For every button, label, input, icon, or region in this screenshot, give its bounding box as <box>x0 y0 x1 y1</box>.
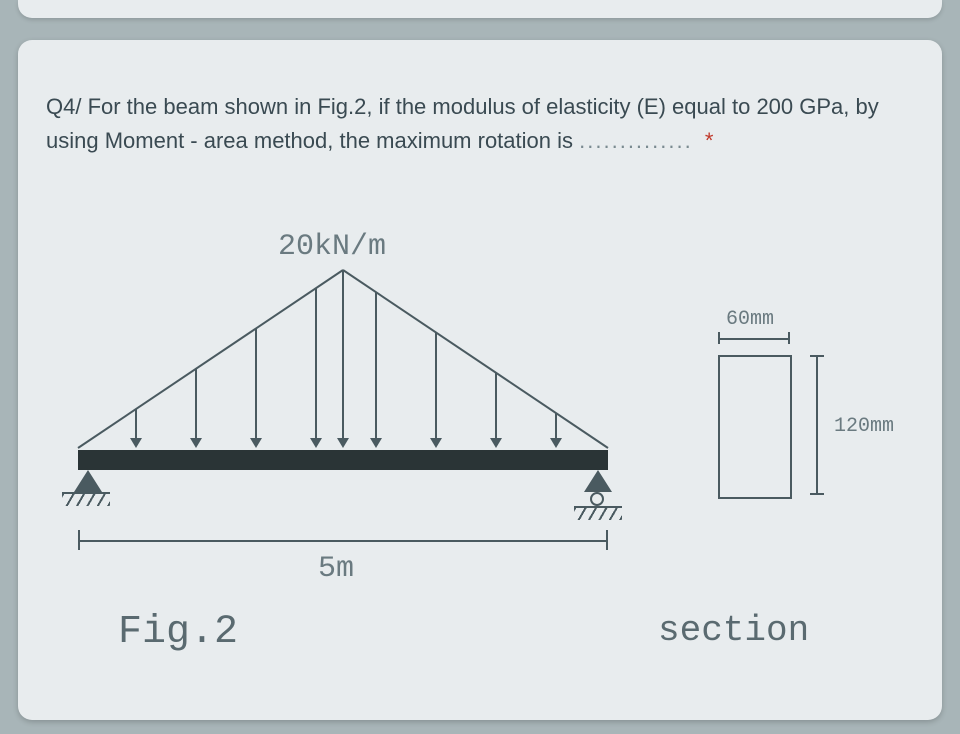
question-text: Q4/ For the beam shown in Fig.2, if the … <box>46 90 916 158</box>
left-pin-support <box>74 470 102 492</box>
question-prefix: Q4/ For the beam shown in Fig.2, if the … <box>46 94 879 153</box>
right-ground-hatch <box>574 506 622 508</box>
diagram-stage: 20kN/m 5m Fig.2 60mm <box>78 240 898 670</box>
section-rect <box>718 355 792 499</box>
span-dim-line <box>78 540 608 542</box>
span-label: 5m <box>318 552 354 586</box>
card-sliver <box>18 0 942 18</box>
beam <box>78 450 608 470</box>
required-asterisk: * <box>705 128 714 153</box>
answer-blank: .............. <box>579 128 693 153</box>
roller-circle <box>590 492 604 506</box>
section-height-label: 120mm <box>834 415 894 438</box>
sect-h-line <box>816 355 818 495</box>
section-label: section <box>658 610 809 651</box>
figure-label: Fig.2 <box>118 610 238 655</box>
sect-h-tick-b <box>810 493 824 495</box>
left-ground-hatch <box>62 492 110 494</box>
sect-w-line <box>718 338 790 340</box>
right-roller-support <box>584 470 612 492</box>
section-width-label: 60mm <box>726 308 774 331</box>
sect-w-tick-r <box>788 332 790 344</box>
question-card: Q4/ For the beam shown in Fig.2, if the … <box>18 40 942 720</box>
dim-tick-right <box>606 530 608 550</box>
